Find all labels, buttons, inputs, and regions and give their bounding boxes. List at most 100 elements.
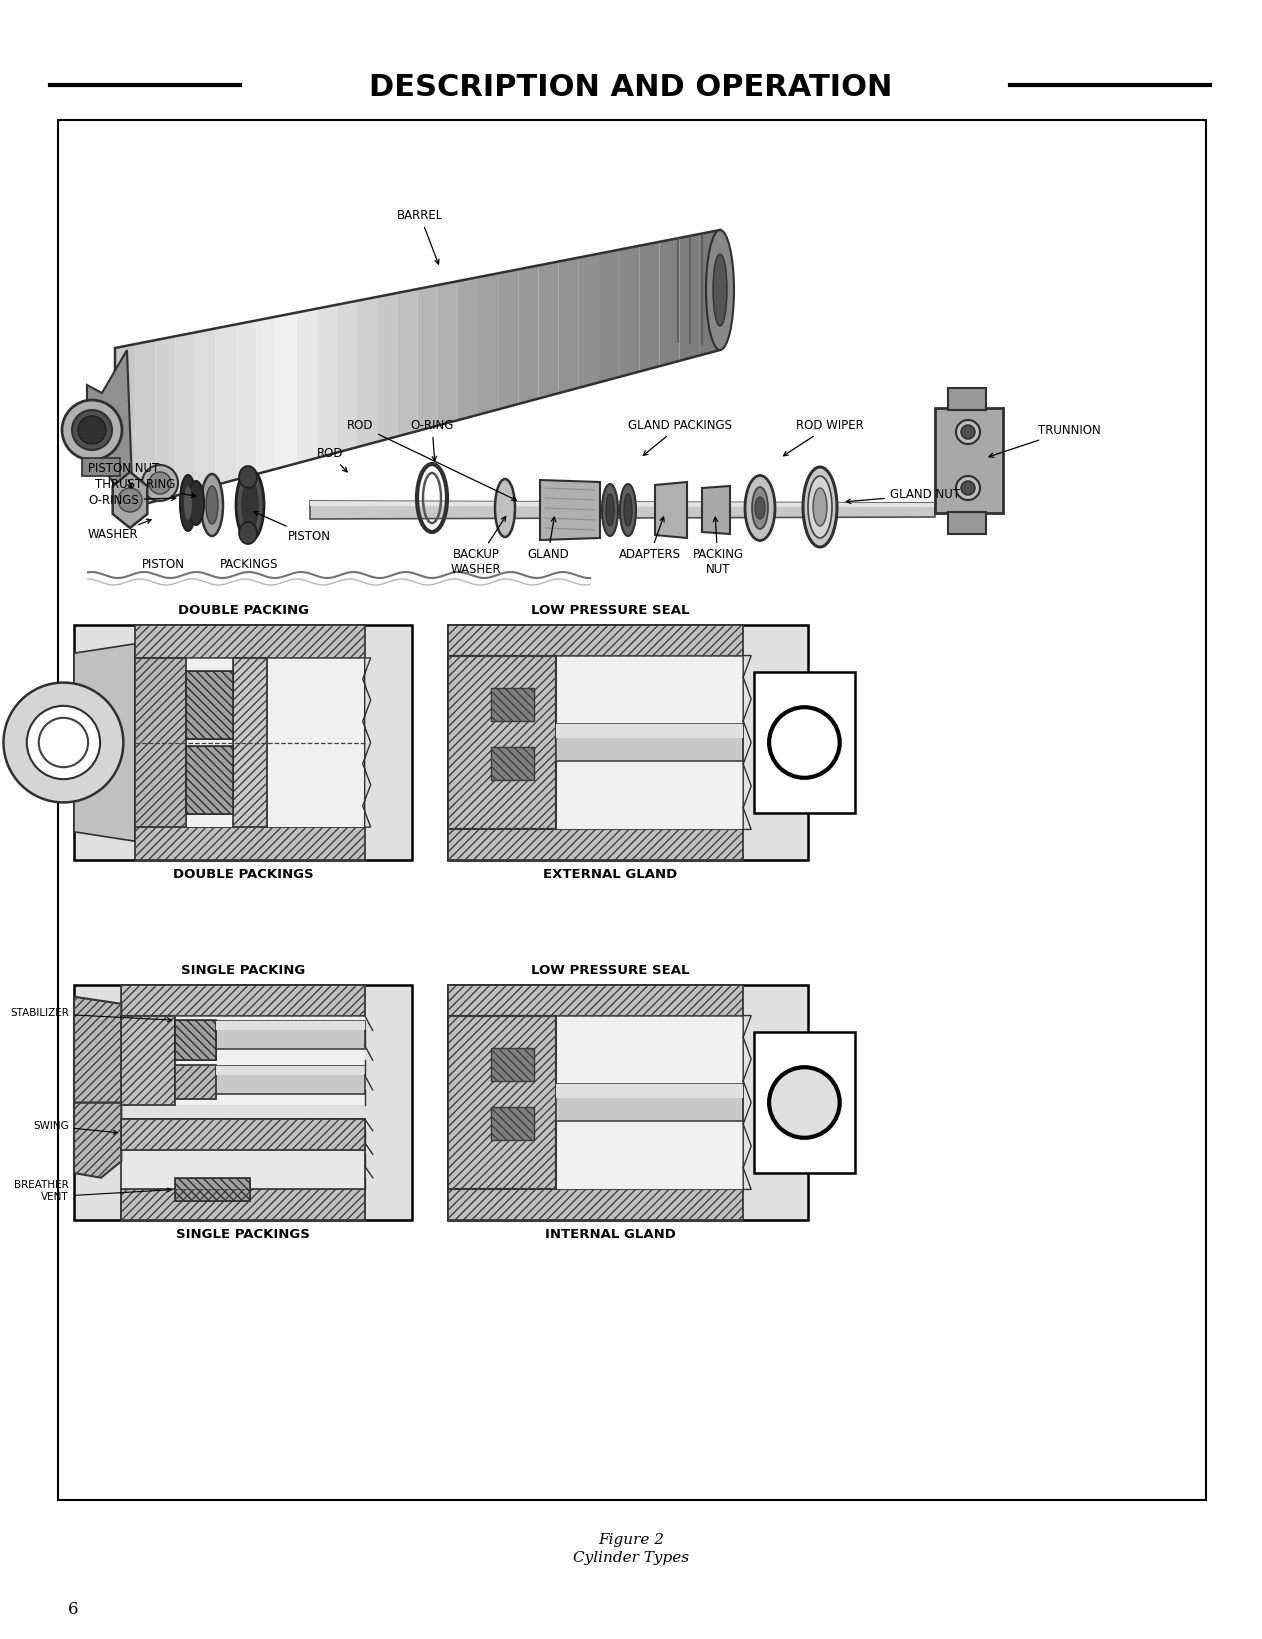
Bar	[135, 657, 186, 828]
Text: SWING: SWING	[33, 1121, 117, 1134]
Bar	[74, 624, 411, 860]
Text: GLAND: GLAND	[528, 518, 569, 561]
Circle shape	[4, 682, 124, 803]
Ellipse shape	[620, 484, 636, 536]
Bar	[491, 1106, 534, 1139]
Polygon shape	[702, 487, 729, 534]
Polygon shape	[310, 502, 935, 506]
Text: ROD WIPER: ROD WIPER	[784, 420, 864, 456]
Bar	[186, 746, 233, 813]
Bar	[448, 829, 743, 860]
Ellipse shape	[184, 487, 192, 520]
Bar	[233, 657, 266, 828]
Bar	[216, 1021, 365, 1049]
Text: PISTON: PISTON	[254, 511, 331, 543]
Bar	[448, 656, 743, 829]
Bar	[448, 1016, 557, 1190]
Ellipse shape	[705, 229, 734, 351]
Polygon shape	[579, 254, 599, 388]
Bar	[491, 1106, 534, 1139]
Bar	[557, 724, 743, 738]
Bar	[135, 657, 186, 828]
Text: VENT: VENT	[42, 1188, 172, 1201]
Bar	[557, 1083, 743, 1098]
Bar	[491, 1047, 534, 1080]
Polygon shape	[276, 313, 297, 469]
Polygon shape	[660, 238, 680, 365]
Bar	[175, 1065, 216, 1098]
Polygon shape	[236, 321, 256, 480]
Bar	[121, 985, 365, 1016]
Circle shape	[27, 706, 100, 779]
Bar	[175, 1178, 250, 1201]
Bar	[121, 1119, 365, 1149]
Circle shape	[119, 488, 143, 511]
Polygon shape	[357, 297, 377, 447]
Bar	[491, 747, 534, 780]
Circle shape	[143, 465, 178, 502]
Bar	[216, 1065, 365, 1093]
Bar	[448, 829, 743, 860]
Text: PISTON NUT: PISTON NUT	[88, 462, 159, 488]
Text: PISTON: PISTON	[143, 557, 186, 570]
Ellipse shape	[236, 469, 264, 541]
Polygon shape	[310, 502, 935, 520]
Polygon shape	[135, 341, 155, 506]
Polygon shape	[74, 1103, 121, 1178]
Polygon shape	[115, 344, 135, 511]
Text: EXTERNAL GLAND: EXTERNAL GLAND	[543, 869, 678, 882]
Polygon shape	[418, 285, 438, 431]
Text: Cylinder Types: Cylinder Types	[573, 1550, 689, 1565]
Bar	[448, 1016, 743, 1190]
Polygon shape	[297, 308, 317, 464]
Bar	[448, 1190, 743, 1219]
Polygon shape	[743, 1016, 751, 1190]
Polygon shape	[175, 333, 196, 497]
Text: ROD: ROD	[347, 420, 516, 500]
Text: BACKUP
WASHER: BACKUP WASHER	[451, 516, 506, 575]
Polygon shape	[337, 302, 357, 452]
Bar	[186, 672, 233, 739]
Ellipse shape	[495, 479, 515, 538]
Ellipse shape	[606, 493, 615, 526]
Bar	[448, 1190, 743, 1219]
Bar	[448, 656, 557, 829]
Bar	[233, 657, 266, 828]
Ellipse shape	[755, 497, 765, 520]
Bar	[491, 688, 534, 721]
Text: DOUBLE PACKINGS: DOUBLE PACKINGS	[173, 869, 313, 882]
Bar	[448, 985, 743, 1016]
Circle shape	[957, 420, 981, 444]
Ellipse shape	[713, 254, 727, 326]
Bar	[121, 1190, 365, 1219]
Text: TRUNNION: TRUNNION	[989, 423, 1100, 457]
Bar	[58, 120, 1206, 1500]
Circle shape	[957, 475, 981, 500]
Text: LOW PRESSURE SEAL: LOW PRESSURE SEAL	[531, 964, 689, 977]
Bar	[135, 624, 365, 657]
Bar	[448, 624, 808, 860]
Polygon shape	[540, 480, 599, 539]
Ellipse shape	[239, 521, 257, 544]
Polygon shape	[398, 288, 418, 436]
Ellipse shape	[602, 484, 618, 536]
Ellipse shape	[808, 475, 832, 538]
Polygon shape	[599, 249, 620, 382]
Bar	[121, 1190, 365, 1219]
Bar	[448, 624, 743, 656]
Bar	[135, 828, 365, 860]
Polygon shape	[112, 472, 148, 528]
Bar	[135, 828, 365, 860]
Ellipse shape	[813, 488, 827, 526]
Polygon shape	[87, 351, 133, 510]
Polygon shape	[700, 229, 721, 356]
Bar	[121, 1119, 365, 1219]
Polygon shape	[74, 644, 135, 841]
Bar	[175, 1178, 250, 1201]
Bar	[121, 1016, 175, 1105]
Bar	[491, 1047, 534, 1080]
Ellipse shape	[803, 467, 837, 547]
Bar	[948, 511, 986, 534]
Bar	[121, 1119, 365, 1149]
Text: 6: 6	[68, 1601, 78, 1618]
